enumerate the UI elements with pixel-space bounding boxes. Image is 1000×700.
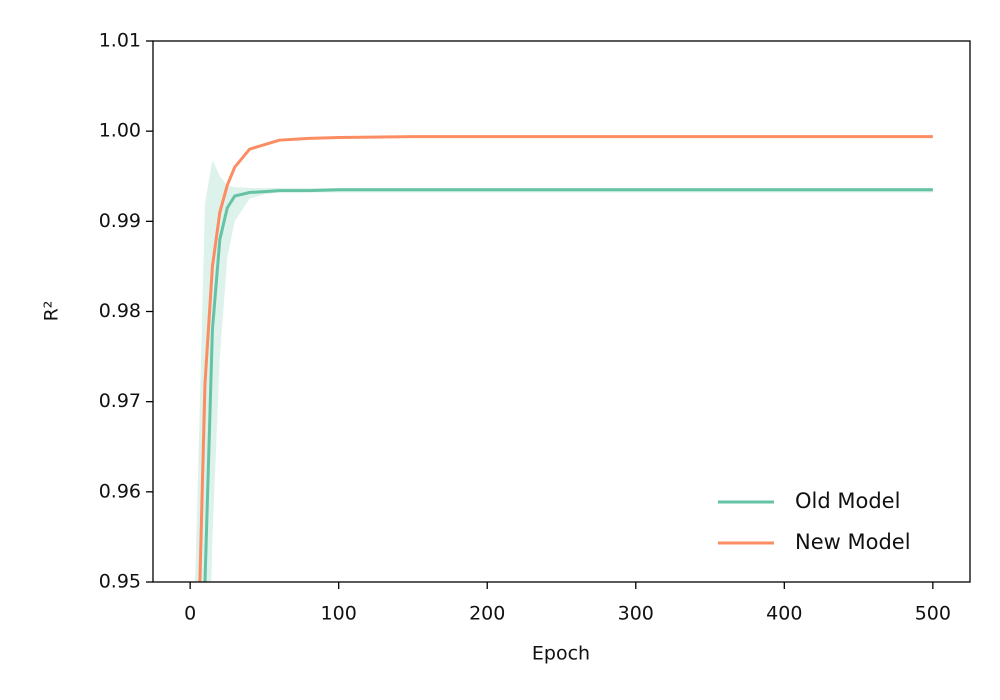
x-tick-label: 500 bbox=[915, 603, 951, 625]
y-tick-label: 0.96 bbox=[99, 480, 141, 502]
y-tick-label: 1.01 bbox=[99, 30, 141, 52]
y-axis-label: R² bbox=[41, 301, 63, 322]
legend-label: Old Model bbox=[795, 489, 900, 513]
x-tick-label: 300 bbox=[618, 603, 654, 625]
y-tick-label: 0.98 bbox=[99, 300, 141, 322]
series-line bbox=[203, 188, 933, 582]
legend-label: New Model bbox=[795, 530, 911, 554]
y-tick-label: 0.97 bbox=[99, 390, 141, 412]
y-tick-label: 0.95 bbox=[99, 571, 141, 593]
x-tick-label: 200 bbox=[469, 603, 505, 625]
x-axis-label: Epoch bbox=[532, 643, 590, 665]
confidence-band bbox=[195, 160, 933, 582]
y-tick-label: 0.99 bbox=[99, 210, 141, 232]
series-line bbox=[198, 135, 933, 582]
y-tick-label: 1.00 bbox=[99, 120, 141, 142]
x-tick-label: 100 bbox=[321, 603, 357, 625]
plot-area bbox=[195, 135, 933, 582]
x-tick-label: 0 bbox=[184, 603, 196, 625]
x-tick-label: 400 bbox=[766, 603, 802, 625]
